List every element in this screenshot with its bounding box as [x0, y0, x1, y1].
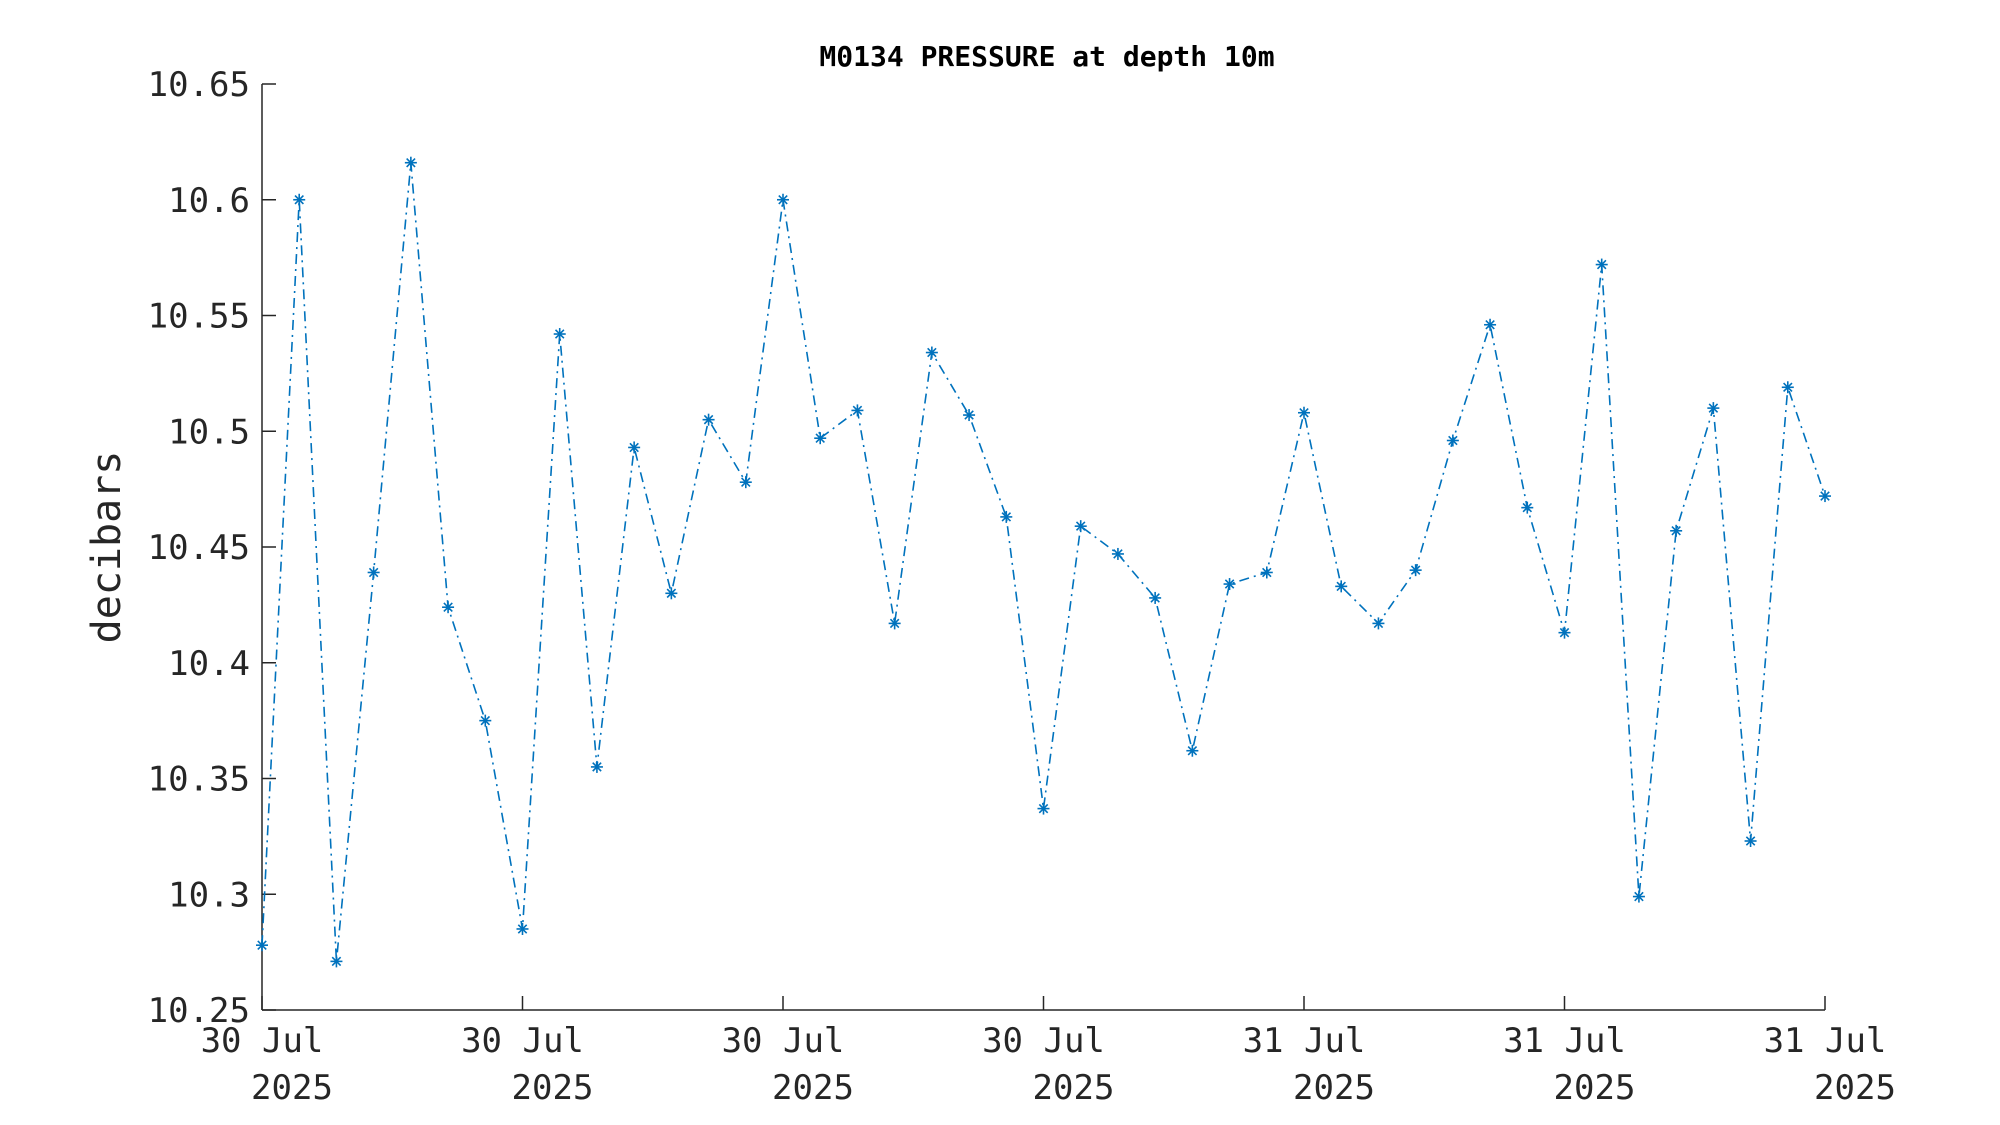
data-point	[590, 760, 603, 773]
data-point	[777, 193, 789, 206]
data-point	[1335, 580, 1348, 593]
data-point	[1409, 564, 1422, 577]
data-point	[1521, 501, 1534, 514]
data-point	[1670, 524, 1683, 537]
data-point	[1819, 490, 1831, 503]
x-tick-label-date: 31 Jul	[1243, 1021, 1366, 1061]
data-point	[851, 404, 864, 417]
y-tick-label: 10.3	[168, 875, 250, 915]
y-tick-label: 10.45	[148, 528, 250, 568]
data-point	[1000, 510, 1013, 523]
plot-area	[256, 156, 1831, 968]
x-tick-label-year: 2025	[1033, 1068, 1115, 1108]
x-tick-label-year: 2025	[512, 1068, 594, 1108]
data-point	[925, 346, 938, 359]
data-point	[293, 193, 306, 206]
data-point	[1707, 402, 1720, 415]
data-point	[1372, 617, 1385, 630]
x-tick-label-date: 31 Jul	[1764, 1021, 1887, 1061]
x-tick-label-date: 31 Jul	[1503, 1021, 1626, 1061]
y-axis-label: decibars	[84, 451, 130, 644]
y-tick-label: 10.6	[168, 181, 250, 221]
x-axis-ticks: 30 Jul 2025 30 Jul 2025 30 Jul 2025 30 Jul 2025…	[201, 996, 1896, 1108]
data-point	[367, 566, 380, 579]
y-tick-label: 10.4	[168, 644, 250, 684]
data-point	[1298, 406, 1310, 419]
data-point	[1260, 566, 1273, 579]
data-point	[1149, 591, 1162, 604]
data-point	[1484, 318, 1497, 331]
y-tick-label: 10.55	[148, 297, 250, 337]
x-tick-label-date: 30 Jul	[201, 1021, 324, 1061]
data-point	[1037, 802, 1050, 815]
y-tick-label: 10.35	[148, 760, 250, 800]
data-point	[702, 413, 715, 426]
y-tick-label: 10.5	[168, 412, 250, 452]
data-point	[1558, 626, 1571, 639]
chart-title: M0134 PRESSURE at depth 10m	[819, 40, 1274, 73]
data-point	[1446, 434, 1459, 447]
data-point	[442, 601, 455, 614]
data-point	[479, 714, 492, 727]
y-tick-label: 10.65	[148, 65, 250, 105]
data-point	[330, 955, 343, 968]
y-tick-label: 10.25	[148, 991, 250, 1031]
x-tick-label-year: 2025	[1814, 1068, 1896, 1108]
data-point	[256, 939, 268, 952]
data-point	[1744, 835, 1757, 848]
data-point	[1186, 744, 1199, 757]
data-point	[963, 409, 976, 422]
data-point	[814, 432, 827, 445]
x-tick-label-date: 30 Jul	[722, 1021, 845, 1061]
data-point	[739, 476, 752, 489]
data-point	[404, 156, 417, 169]
data-point	[1074, 520, 1087, 533]
data-point	[1223, 578, 1236, 591]
data-point	[516, 922, 529, 935]
x-tick-label-year: 2025	[772, 1068, 854, 1108]
x-tick-label-year: 2025	[251, 1068, 333, 1108]
series-line	[261, 162, 1826, 962]
data-point	[1632, 890, 1645, 903]
data-point	[1111, 547, 1124, 560]
data-point	[888, 617, 901, 630]
x-tick-label-date: 30 Jul	[461, 1021, 584, 1061]
x-tick-label-year: 2025	[1554, 1068, 1636, 1108]
y-axis-ticks: 10.25 10.3 10.35 10.4 10.45 10.5 10.55 10.6 10.6…	[148, 65, 276, 1031]
axes	[261, 84, 1825, 1011]
x-tick-label-year: 2025	[1293, 1068, 1375, 1108]
data-point	[553, 328, 566, 341]
data-point	[1595, 258, 1608, 271]
data-point	[1781, 381, 1794, 394]
data-point	[628, 441, 641, 454]
data-point	[665, 587, 678, 600]
x-tick-label-date: 30 Jul	[982, 1021, 1105, 1061]
